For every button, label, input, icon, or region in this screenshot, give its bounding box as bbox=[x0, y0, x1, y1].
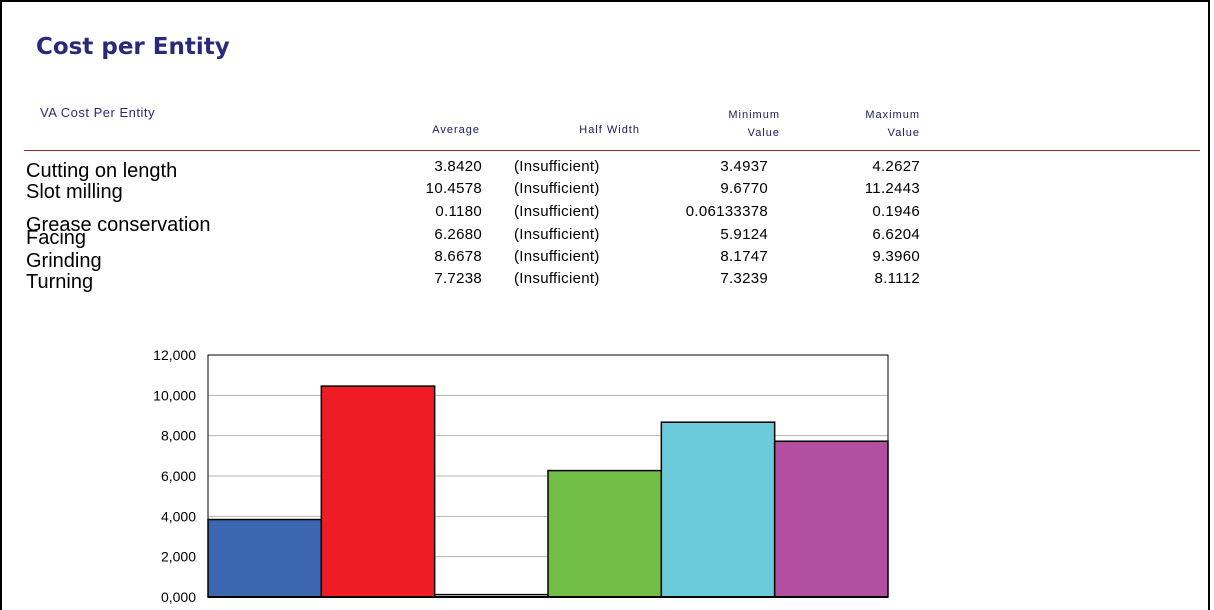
cell-minimum: 0.06133378 bbox=[685, 203, 768, 220]
cell-average: 0.1180 bbox=[435, 203, 482, 220]
bar-slot-milling bbox=[320, 385, 436, 598]
cell-average: 6.2680 bbox=[434, 226, 482, 243]
cell-half-width: (Insufficient) bbox=[514, 270, 600, 287]
row-name: Grease conservation bbox=[26, 214, 211, 236]
row-name: Cutting on length bbox=[26, 160, 178, 182]
y-tick-label: 6,000 bbox=[161, 468, 196, 484]
y-tick-label: 12,000 bbox=[153, 347, 196, 363]
y-tick-label: 0,000 bbox=[161, 589, 196, 605]
y-tick-label: 4,000 bbox=[161, 508, 196, 524]
cell-half-width: (Insufficient) bbox=[514, 158, 600, 175]
cell-maximum: 6.6204 bbox=[872, 226, 920, 243]
y-tick-label: 10,000 bbox=[153, 387, 196, 403]
bar-grinding bbox=[660, 421, 776, 598]
cell-average: 8.6678 bbox=[434, 248, 482, 265]
cell-half-width: (Insufficient) bbox=[514, 248, 600, 265]
cell-average: 7.7238 bbox=[434, 270, 482, 287]
header-average: Average bbox=[432, 124, 480, 136]
header-minimum-line2: Value bbox=[747, 127, 780, 139]
cell-maximum: 0.1946 bbox=[872, 203, 920, 220]
row-name: Facing bbox=[26, 227, 87, 249]
row-name: Turning bbox=[26, 271, 94, 293]
cell-half-width: (Insufficient) bbox=[514, 226, 600, 243]
cell-maximum: 9.3960 bbox=[872, 248, 920, 265]
y-tick-label: 8,000 bbox=[161, 428, 196, 444]
bar-facing bbox=[547, 469, 663, 598]
bar-cutting-on-length bbox=[207, 518, 323, 598]
cell-maximum: 8.1112 bbox=[874, 270, 920, 287]
header-rule bbox=[24, 150, 1200, 151]
header-maximum-line1: Maximum bbox=[865, 109, 920, 121]
section-label: VA Cost Per Entity bbox=[40, 105, 155, 120]
bar-turning bbox=[773, 440, 889, 598]
header-maximum-line2: Value bbox=[887, 127, 920, 139]
cell-average: 10.4578 bbox=[425, 180, 482, 197]
cell-minimum: 7.3239 bbox=[720, 270, 768, 287]
cell-minimum: 3.4937 bbox=[720, 158, 768, 175]
cell-maximum: 4.2627 bbox=[872, 158, 920, 175]
cell-half-width: (Insufficient) bbox=[514, 180, 600, 197]
y-tick-label: 2,000 bbox=[161, 549, 196, 565]
cell-maximum: 11.2443 bbox=[864, 180, 920, 197]
report-title: Cost per Entity bbox=[36, 34, 230, 60]
cell-minimum: 5.9124 bbox=[720, 226, 768, 243]
cell-average: 3.8420 bbox=[434, 158, 482, 175]
cell-half-width: (Insufficient) bbox=[514, 203, 600, 220]
row-name: Slot milling bbox=[26, 181, 123, 203]
cell-minimum: 9.6770 bbox=[720, 180, 768, 197]
header-minimum-line1: Minimum bbox=[728, 109, 780, 121]
cell-minimum: 8.1747 bbox=[720, 248, 768, 265]
row-name: Grinding bbox=[26, 250, 102, 272]
header-half-width: Half Width bbox=[579, 124, 640, 136]
